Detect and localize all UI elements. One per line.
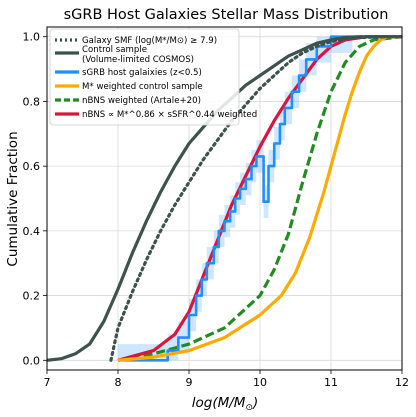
legend-label-galaxy-smf: Galaxy SMF (log(M*/M⊙) ≥ 7.9) xyxy=(82,36,217,46)
x-tick-label: 7 xyxy=(44,376,51,389)
legend-label-nbns-ssfr: nBNS ∝ M*^0.86 × sSFR^0.44 weighted xyxy=(82,110,257,120)
y-tick-label: 1.0 xyxy=(23,31,41,44)
legend-label-mass-weighted: M* weighted control sample xyxy=(82,82,203,92)
x-tick-label: 12 xyxy=(395,376,409,389)
series-galaxy-smf xyxy=(109,35,404,362)
x-tick-label: 8 xyxy=(115,376,122,389)
x-axis-ticks: 7 8 9 10 11 12 xyxy=(44,370,409,389)
series-mass-weighted xyxy=(117,35,402,362)
x-tick-label: 9 xyxy=(186,376,193,389)
series-nbns-ssfr xyxy=(117,35,402,362)
series-nbns-artale xyxy=(117,35,403,362)
chart-title: sGRB Host Galaxies Stellar Mass Distribu… xyxy=(64,7,389,23)
x-axis-label-end: ) xyxy=(252,395,258,411)
x-axis-label-sub: ⊙ xyxy=(245,403,253,413)
y-tick-label: 0.8 xyxy=(23,95,41,108)
series-sgrb-hosts xyxy=(118,35,353,362)
y-tick-label: 0.0 xyxy=(23,354,41,367)
x-tick-label: 10 xyxy=(253,376,267,389)
legend: Galaxy SMF (log(M*/M⊙) ≥ 7.9) Control sa… xyxy=(49,28,257,126)
y-tick-label: 0.2 xyxy=(23,290,41,303)
legend-label-control: Control sample xyxy=(82,45,147,55)
plot-frame xyxy=(46,26,403,371)
y-axis-label: Cumulative Fraction xyxy=(5,131,21,266)
y-tick-label: 0.6 xyxy=(23,160,41,173)
legend-label-control-sub: (Volume-limited COSMOS) xyxy=(82,55,194,65)
y-axis-ticks: 0.0 0.2 0.4 0.6 0.8 1.0 xyxy=(23,31,47,367)
y-tick-label: 0.4 xyxy=(23,225,41,238)
x-axis-label: log(M/M⊙) xyxy=(192,395,259,413)
x-tick-label: 11 xyxy=(324,376,338,389)
legend-label-sgrb: sGRB host galaixies (z<0.5) xyxy=(82,68,202,78)
x-axis-label-main: log(M/M xyxy=(192,395,246,411)
legend-label-nbns-artale: nBNS weighted (Artale+20) xyxy=(82,96,201,106)
legend-box xyxy=(49,28,240,126)
